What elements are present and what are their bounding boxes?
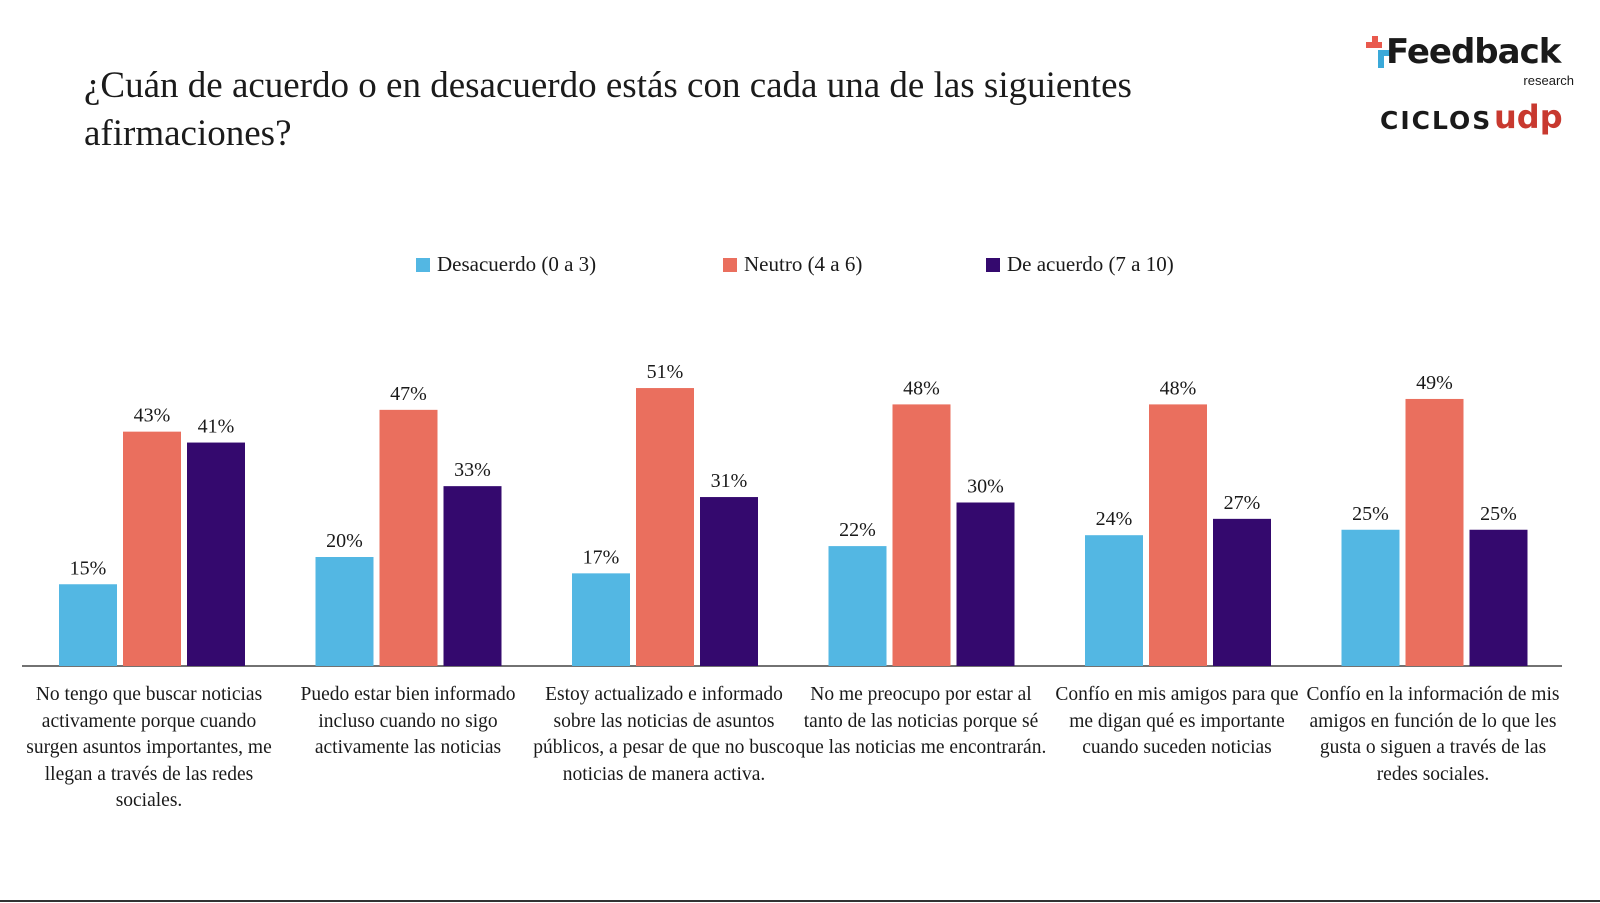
bar-desacuerdo-4 (828, 546, 887, 666)
bar-neutro-1 (123, 431, 181, 666)
bar-de-acuerdo-5 (1213, 518, 1271, 666)
bar-desacuerdo-6 (1341, 529, 1400, 666)
bar-neutro-3 (636, 388, 694, 666)
data-label-neutro-3: 51% (647, 361, 684, 383)
legend-swatch-desacuerdo (416, 257, 430, 272)
data-label-de-acuerdo-1: 41% (198, 416, 235, 438)
legend-label-desacuerdo: Desacuerdo (0 a 3) (437, 252, 597, 276)
data-label-de-acuerdo-6: 25% (1480, 503, 1517, 525)
bar-desacuerdo-1 (59, 584, 117, 666)
bottom-divider (0, 900, 1600, 902)
data-label-neutro-2: 47% (390, 383, 427, 405)
data-label-desacuerdo-1: 15% (70, 557, 107, 579)
udp-logo-text: udp (1494, 98, 1563, 136)
bar-neutro-2 (379, 409, 438, 666)
category-label-1: No tengo que buscar noticias activamente… (26, 684, 272, 811)
legend-label-neutro: Neutro (4 a 6) (744, 252, 863, 276)
data-label-de-acuerdo-5: 27% (1224, 492, 1261, 514)
ciclos-logo-text: CICLOS (1380, 106, 1493, 135)
chart-legend: Desacuerdo (0 a 3) Neutro (4 a 6) De acu… (0, 252, 1600, 282)
legend-label-de-acuerdo: De acuerdo (7 a 10) (1007, 252, 1174, 276)
feedback-logo-mark-icon (1366, 36, 1394, 68)
feedback-research-logo: Feedback research (1366, 32, 1576, 88)
data-label-desacuerdo-2: 20% (326, 530, 363, 552)
category-label-5: Confío en mis amigos para que me digan q… (1055, 684, 1299, 758)
data-label-desacuerdo-3: 17% (583, 546, 620, 568)
data-label-de-acuerdo-3: 31% (711, 470, 748, 492)
category-label-6: Confío en la información de mis amigos e… (1306, 684, 1560, 785)
page-title: ¿Cuán de acuerdo o en desacuerdo estás c… (84, 65, 1132, 154)
data-label-de-acuerdo-4: 30% (967, 476, 1004, 498)
ciclos-udp-logo: CICLOS udp (1380, 98, 1570, 144)
data-label-neutro-1: 43% (134, 405, 171, 427)
feedback-logo-text: Feedback (1386, 32, 1561, 72)
data-label-neutro-4: 48% (903, 377, 940, 399)
bar-chart: 15% 43% 41% 20% 47% 33% 17% 51% 31% 22% 48% 30% 24% 4… (22, 361, 1562, 667)
legend-swatch-neutro (723, 257, 737, 272)
category-label-2: Puedo estar bien informado incluso cuand… (300, 684, 516, 758)
bar-neutro-5 (1149, 404, 1207, 666)
bar-de-acuerdo-2 (443, 486, 502, 666)
bar-neutro-6 (1405, 398, 1464, 666)
bar-de-acuerdo-3 (700, 497, 758, 666)
feedback-logo-subtext: research (1523, 73, 1574, 88)
data-label-desacuerdo-5: 24% (1096, 508, 1133, 530)
category-label-3: Estoy actualizado e informado sobre las … (533, 684, 795, 785)
data-label-de-acuerdo-2: 33% (454, 459, 491, 481)
bar-desacuerdo-5 (1085, 535, 1143, 666)
category-label-4: No me preocupo por estar al tanto de las… (795, 684, 1047, 758)
data-label-neutro-5: 48% (1160, 377, 1197, 399)
bar-de-acuerdo-1 (187, 442, 245, 666)
bar-desacuerdo-3 (572, 573, 630, 666)
bar-de-acuerdo-6 (1469, 529, 1528, 666)
legend-swatch-de-acuerdo (986, 257, 1000, 272)
bar-desacuerdo-2 (315, 557, 374, 666)
legend-item-desacuerdo: Desacuerdo (0 a 3) (416, 252, 596, 277)
legend-item-de-acuerdo: De acuerdo (7 a 10) (986, 252, 1174, 277)
legend-item-neutro: Neutro (4 a 6) (723, 252, 862, 277)
bar-neutro-4 (892, 404, 951, 666)
data-label-desacuerdo-4: 22% (839, 519, 876, 541)
bar-de-acuerdo-4 (956, 502, 1015, 666)
data-label-desacuerdo-6: 25% (1352, 503, 1389, 525)
data-label-neutro-6: 49% (1416, 372, 1453, 394)
